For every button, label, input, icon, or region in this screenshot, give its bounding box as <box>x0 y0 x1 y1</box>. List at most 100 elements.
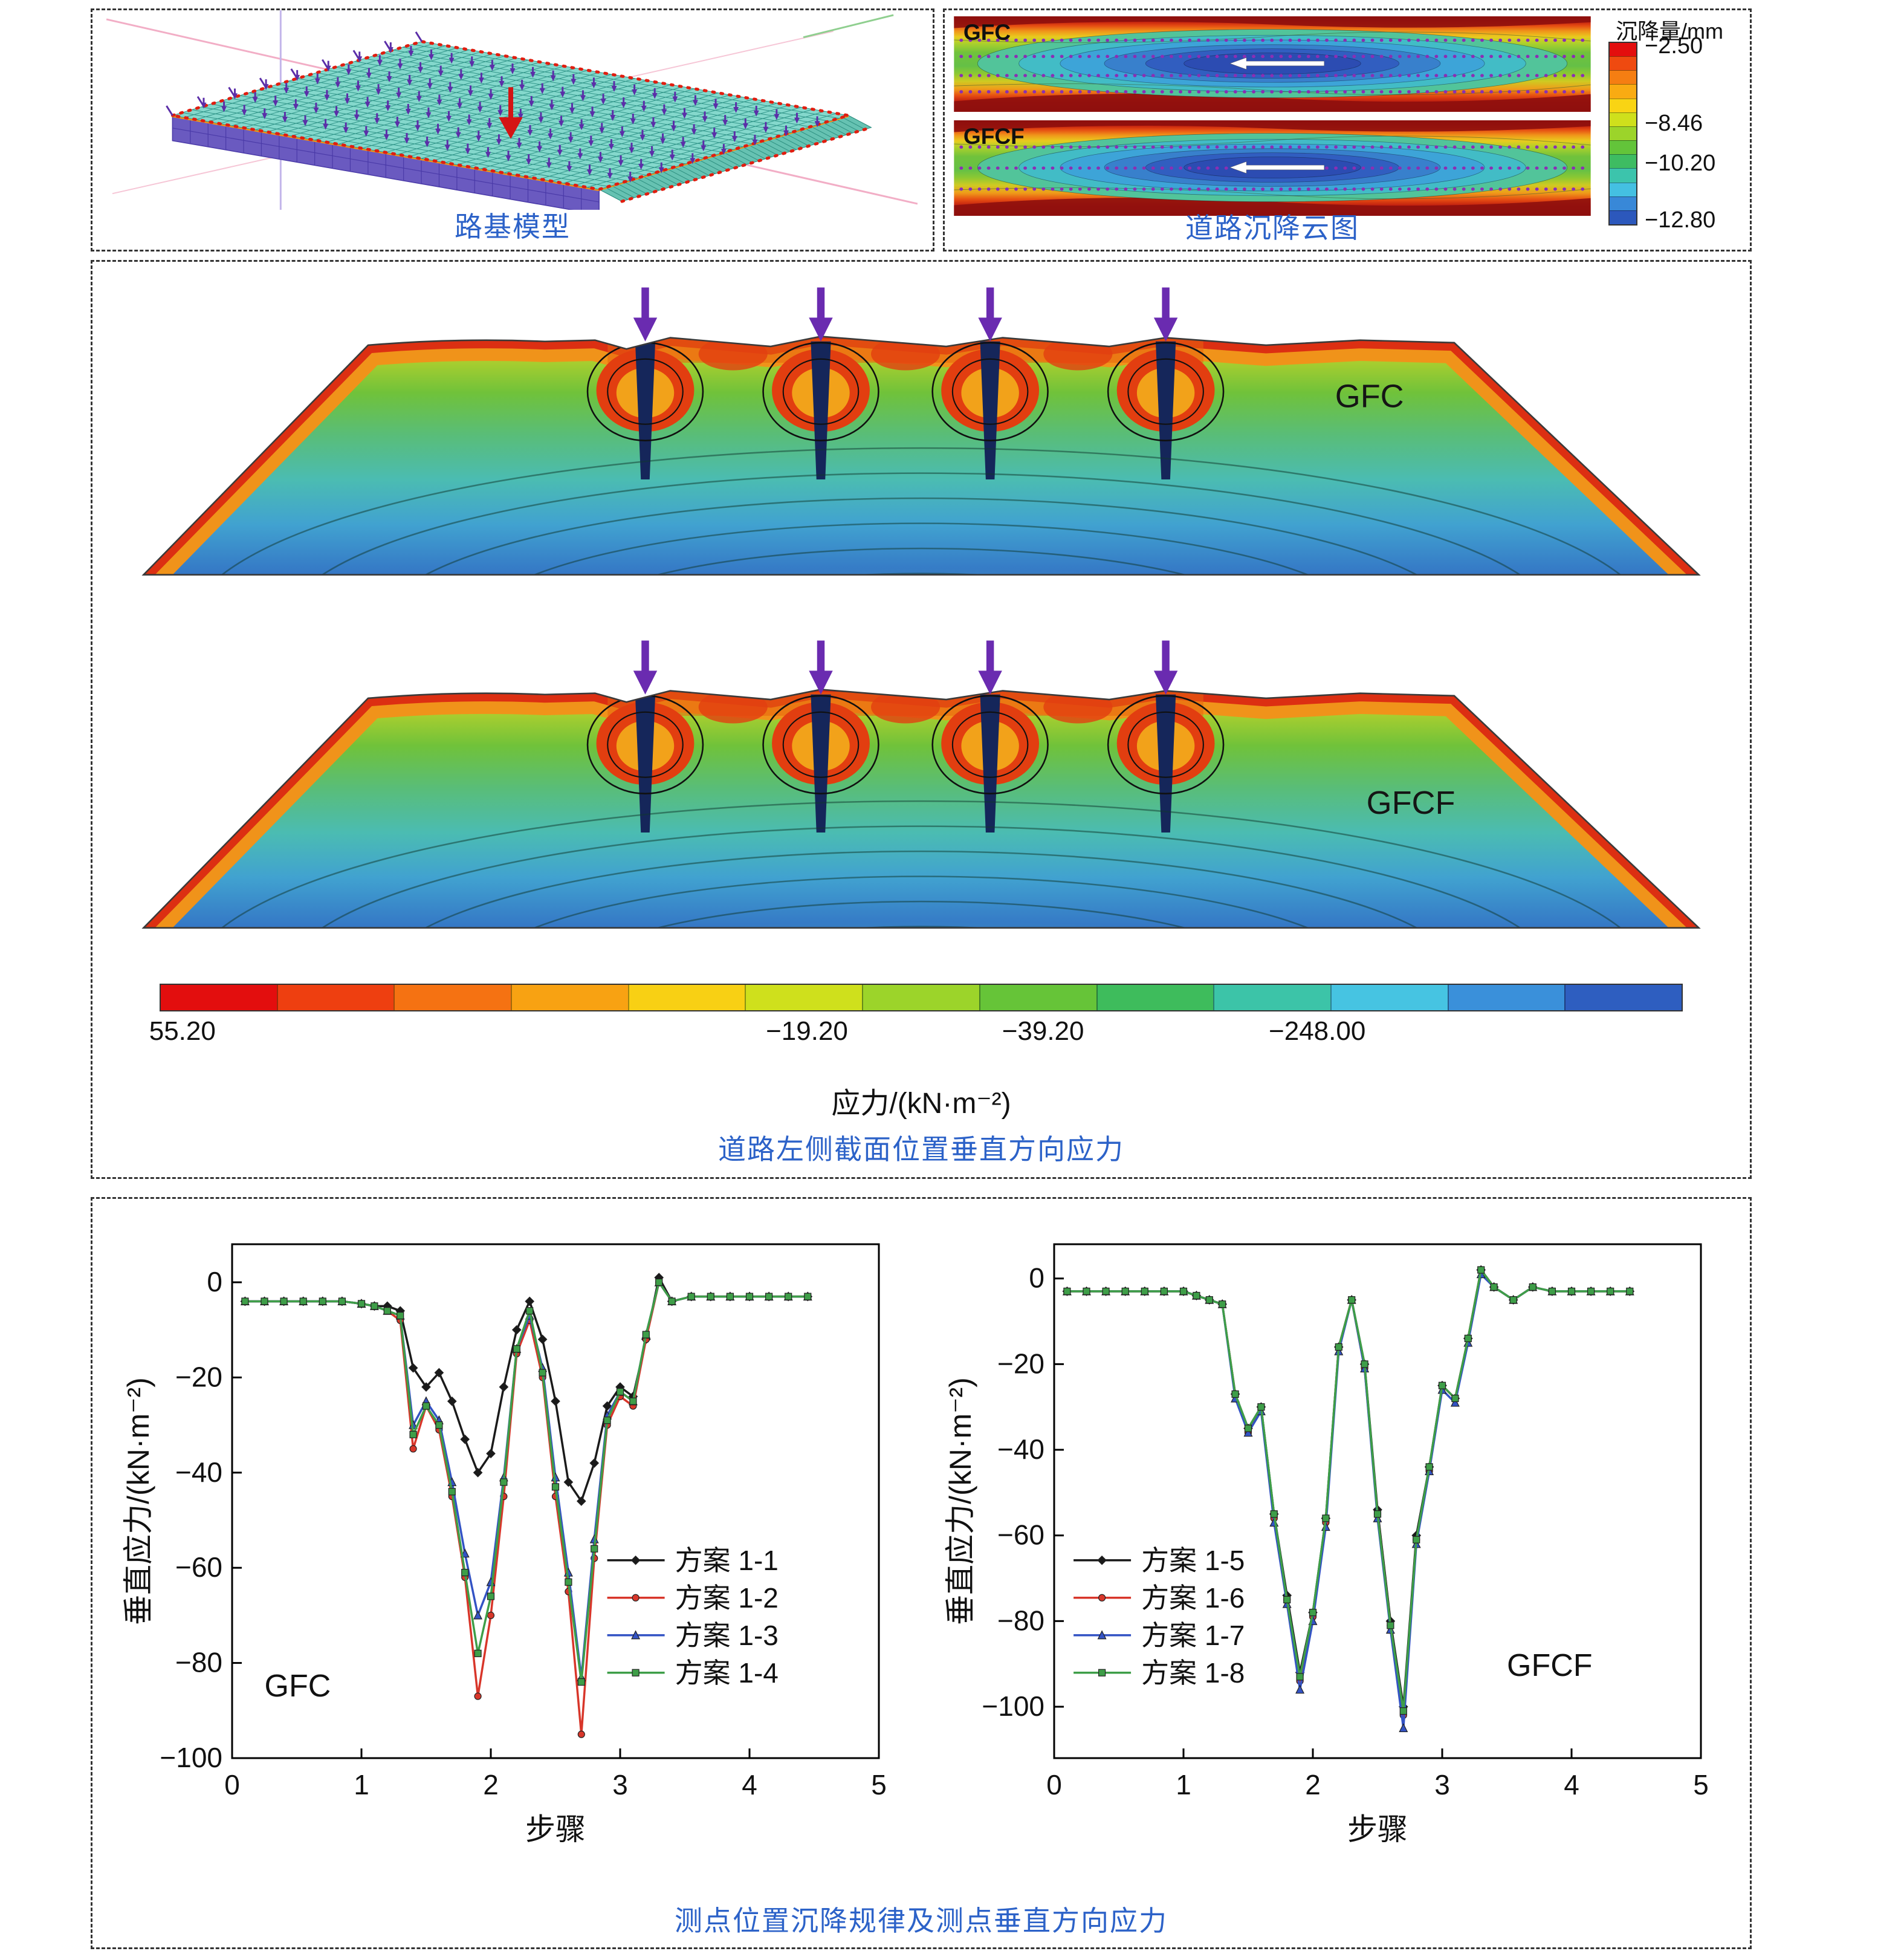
data-marker <box>1490 1283 1498 1291</box>
legend-item: 方案 1-6 <box>1073 1582 1245 1614</box>
legend-item: 方案 1-1 <box>607 1545 779 1576</box>
y-tick-label: 0 <box>207 1266 222 1297</box>
data-marker <box>1348 1296 1356 1304</box>
data-marker <box>1063 1287 1071 1296</box>
settlement-colorbar-title: 沉降量/mm <box>1616 19 1723 44</box>
data-marker <box>1083 1287 1090 1296</box>
caption-stress: 道路左侧截面位置垂直方向应力 <box>718 1134 1124 1165</box>
colorbar-segment <box>1610 70 1636 85</box>
stress-colorbar-tick: 55.20 <box>149 1016 216 1046</box>
load-arrow <box>1153 670 1178 695</box>
colorbar-segment <box>862 985 979 1010</box>
colorbar-segment <box>1564 985 1682 1010</box>
data-marker <box>707 1293 714 1300</box>
caption-roadbed-model: 路基模型 <box>455 211 571 242</box>
panel-roadbed-model: 路基模型 <box>91 8 934 252</box>
data-marker <box>357 1300 366 1308</box>
data-marker <box>765 1293 773 1300</box>
stress-colorbar <box>160 984 1683 1011</box>
colorbar-segment <box>161 985 277 1010</box>
colorbar-segment <box>1610 98 1636 112</box>
settlement-colorbar-tick: −2.50 <box>1645 33 1703 59</box>
y-tick-label: −40 <box>997 1433 1044 1465</box>
data-marker <box>1097 1555 1107 1565</box>
data-marker <box>551 1396 560 1406</box>
data-marker <box>435 1421 443 1429</box>
colorbar-segment <box>1610 126 1636 141</box>
data-marker <box>551 1483 560 1491</box>
y-axis-label: 垂直应力/(kN·m⁻²) <box>121 1377 155 1625</box>
colorbar-segment <box>1610 84 1636 99</box>
legend-label: 方案 1-2 <box>675 1582 779 1614</box>
plot-frame <box>1053 1243 1702 1759</box>
legend-label: 方案 1-1 <box>675 1545 779 1576</box>
load-arrow <box>809 670 833 695</box>
data-marker <box>1098 1669 1106 1676</box>
data-marker <box>1322 1514 1330 1522</box>
load-arrow <box>1153 317 1178 342</box>
settlement-colorbar-tick: −8.46 <box>1645 111 1703 136</box>
stress-section-gfcf: GFCF <box>141 640 1701 929</box>
x-tick-label: 0 <box>224 1769 240 1800</box>
x-tick-label: 1 <box>1176 1769 1191 1800</box>
x-axis-label: 步骤 <box>1347 1813 1408 1846</box>
chart-annotation: GFC <box>265 1669 331 1704</box>
data-marker <box>421 1382 431 1392</box>
x-tick-label: 3 <box>612 1769 628 1800</box>
data-marker <box>434 1368 444 1378</box>
data-marker <box>565 1578 572 1586</box>
data-marker <box>447 1396 457 1406</box>
data-marker <box>591 1545 598 1553</box>
legend-item: 方案 1-3 <box>607 1620 779 1651</box>
roadbed-model-3d <box>106 10 918 215</box>
chart-gfcf: 0 −20 −40 −60 −80 −100 0 1 2 3 4 5 步骤 垂直应力/(kN·m⁻²) GF… <box>944 1243 1709 1846</box>
stress-colorbar-label: 应力/(kN·m⁻²) <box>831 1088 1011 1120</box>
plot-frame <box>231 1243 880 1759</box>
data-marker <box>1121 1287 1129 1296</box>
data-marker <box>1413 1536 1420 1543</box>
colorbar-segment <box>1610 56 1636 71</box>
data-marker <box>1296 1673 1304 1681</box>
data-marker <box>804 1293 812 1300</box>
data-marker <box>642 1331 650 1339</box>
y-tick-label: −60 <box>175 1551 222 1583</box>
data-marker <box>577 1730 585 1738</box>
load-arrow <box>633 317 658 342</box>
y-tick-label: −100 <box>160 1742 222 1773</box>
colorbar-segment <box>1447 985 1565 1010</box>
data-marker <box>1587 1287 1595 1296</box>
data-marker <box>629 1397 637 1405</box>
data-marker <box>473 1610 483 1620</box>
band-label: GFC <box>963 19 1011 45</box>
colorbar-segment <box>1610 182 1636 196</box>
settlement-bands: GFC GFCF <box>953 16 1592 224</box>
panel-settlement-contours: GFC GFCF 沉降量/mm −2.50 −8.46 −10.20 −12.8… <box>943 8 1752 252</box>
y-tick-label: −60 <box>997 1519 1044 1551</box>
data-marker <box>1244 1424 1252 1432</box>
x-tick-label: 3 <box>1434 1769 1450 1800</box>
data-marker <box>383 1307 391 1315</box>
data-marker <box>1179 1287 1188 1296</box>
data-marker <box>632 1669 640 1676</box>
stress-colorbar-tick: −19.20 <box>766 1016 848 1046</box>
colorbar-segment <box>1096 985 1214 1010</box>
data-marker <box>1160 1287 1168 1296</box>
settlement-colorbar-area: 沉降量/mm −2.50 −8.46 −10.20 −12.80 <box>1594 13 1745 250</box>
data-marker <box>371 1302 378 1310</box>
data-marker <box>1283 1595 1291 1604</box>
data-marker <box>668 1297 676 1305</box>
legend-label: 方案 1-5 <box>1141 1545 1245 1576</box>
colorbar-segment <box>1610 43 1636 57</box>
data-marker <box>409 1445 417 1453</box>
colorbar-segment <box>1610 168 1636 183</box>
load-arrow <box>809 317 833 342</box>
data-marker <box>511 1325 522 1335</box>
data-marker <box>655 1278 663 1287</box>
data-marker <box>338 1297 346 1305</box>
colorbar-segment <box>1330 985 1448 1010</box>
stress-colorbar-ticks: 55.20 −19.20 −39.20 −248.00 <box>149 1011 1683 1048</box>
load-arrow <box>978 317 1002 342</box>
data-marker <box>473 1467 483 1478</box>
data-marker <box>1399 1707 1407 1715</box>
